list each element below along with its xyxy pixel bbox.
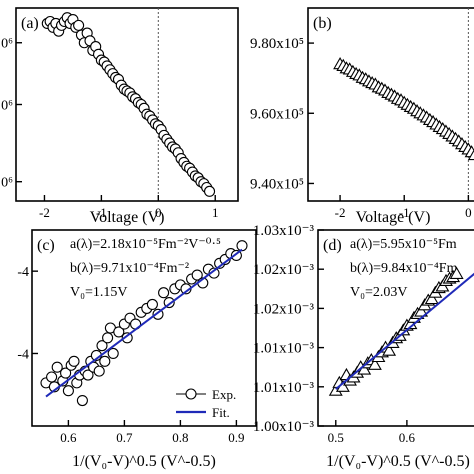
plot-area-1 (333, 57, 474, 161)
data-point (467, 149, 474, 161)
data-point (382, 343, 397, 356)
data-point (96, 340, 108, 352)
annotation: V₀=2.03V (350, 285, 408, 300)
legend-label: Exp. (212, 387, 236, 402)
x-tick-label: 0.6 (60, 430, 77, 445)
plot-frame-0 (15, 7, 239, 202)
data-point (146, 298, 158, 311)
data-point (76, 394, 88, 407)
y-tick-label: 0⁶ (1, 176, 13, 191)
data-point (51, 361, 63, 373)
data-point (93, 365, 105, 377)
data-point (449, 266, 464, 279)
x-tick-label: 0.9 (228, 430, 244, 445)
panel-label: (d) (323, 237, 342, 254)
data-point (107, 347, 119, 360)
x-axis-label: Voltage (V) (356, 209, 431, 226)
data-point (46, 371, 58, 383)
data-point (82, 369, 94, 381)
y-tick-label: 0⁶ (1, 99, 13, 114)
annotation: V₀=1.15V (70, 285, 128, 300)
legend-label: Fit. (212, 405, 230, 420)
data-point (102, 332, 114, 344)
plot-frame-2 (31, 229, 257, 427)
data-point (73, 19, 85, 31)
panel-label: (b) (313, 15, 332, 32)
x-tick-label: 0 (155, 205, 162, 220)
fit-line (45, 248, 243, 398)
y-tick-label: 9.60x10⁵ (250, 106, 304, 122)
data-point (414, 304, 429, 317)
y-tick-label: 9.80x10⁵ (250, 36, 304, 52)
x-tick-label: 0.5 (328, 430, 344, 445)
x-tick-label: 0.7 (116, 430, 133, 445)
x-tick-label: 0.8 (172, 430, 188, 445)
panel-3: 0.5 0.6 1/(V₀-V)^0.5 (V^-0.5) 1.00x10⁻³ 1.01… (253, 223, 474, 470)
data-point (60, 367, 72, 379)
panel-0: -2 -1 0 1 Voltage (V) 0⁶ 0⁶ 0⁶ (a) (1, 7, 239, 226)
data-point (121, 332, 133, 344)
data-point (62, 385, 74, 397)
annotation: b(λ)=9.84x10⁻⁴Fm (350, 261, 458, 276)
plot-frame-1 (307, 7, 474, 202)
data-point (99, 355, 111, 367)
x-tick-label: 0.6 (399, 430, 416, 445)
data-point (367, 357, 382, 370)
annotation: a(λ)=5.95x10⁻⁵Fm (350, 237, 457, 252)
y-tick-label: 1.02x10⁻³ (253, 301, 315, 317)
data-point (203, 185, 216, 197)
y-tick-label: -4 (17, 347, 29, 362)
data-point (113, 326, 125, 338)
y-tick-label: 0⁶ (1, 37, 13, 52)
x-tick-label: -1 (399, 205, 410, 220)
y-tick-label: 9.40x10⁵ (250, 176, 304, 192)
y-tick-label: 1.01x10⁻³ (253, 380, 315, 396)
plot-area-2 (40, 240, 248, 407)
x-axis-label: 1/(V₀-V)^0.5 (V^-0.5) (72, 453, 216, 470)
x-tick-label: -2 (335, 205, 346, 220)
y-tick-label: 1.01x10⁻³ (253, 341, 315, 357)
x-tick-label: 0 (465, 205, 472, 220)
data-point (68, 355, 80, 367)
x-axis-label: 1/(V₀-V)^0.5 (V^-0.5) (326, 453, 470, 470)
panel-label: (a) (21, 15, 39, 32)
y-tick-label: 1.02x10⁻³ (253, 262, 315, 278)
annotation: b(λ)=9.71x10⁻⁴Fm⁻² (70, 261, 189, 276)
x-axis-label: Voltage (V) (90, 209, 165, 226)
x-tick-label: -1 (96, 205, 107, 220)
data-point (158, 287, 170, 299)
x-tick-label: 1 (212, 205, 219, 220)
x-tick-label: -2 (39, 205, 50, 220)
data-point (424, 291, 439, 305)
panel-2: 0.6 0.7 0.8 0.9 1/(V₀-V)^0.5 (V^-0.5) -4 -4 (c)… (17, 229, 257, 470)
plot-area-3 (328, 266, 474, 396)
y-tick-label: -4 (17, 265, 29, 280)
legend-exp-marker (185, 388, 197, 400)
plot-frame-3 (317, 229, 474, 427)
plot-area-0 (41, 12, 216, 197)
y-tick-label: 1.00x10⁻³ (253, 419, 315, 435)
annotation: a(λ)=2.18x10⁻⁵Fm⁻²V⁻⁰·⁵ (70, 237, 221, 252)
fit-line (335, 272, 474, 390)
panel-1: -2 -1 0 Voltage (V) 9.40x10⁵ 9.60x10⁵ 9.80x10⁵… (250, 7, 474, 226)
panel-label: (c) (37, 237, 55, 254)
data-point (191, 269, 203, 281)
y-tick-label: 1.03x10⁻³ (253, 223, 315, 239)
data-point (236, 240, 248, 252)
